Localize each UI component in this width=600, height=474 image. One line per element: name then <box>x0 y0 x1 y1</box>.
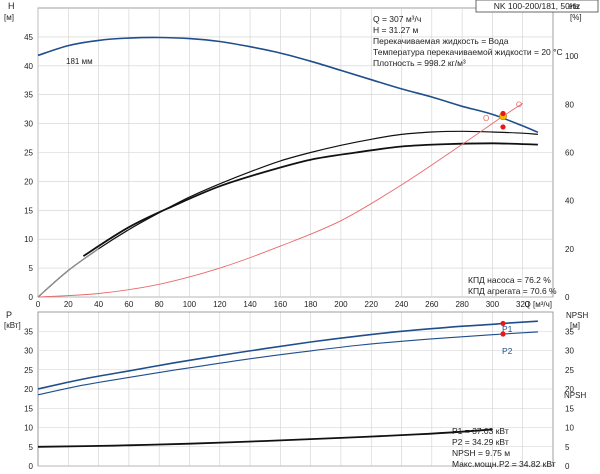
y2-tick-label: 100 <box>565 52 579 61</box>
axes: 0 20 40 60 80 100 120 140 160 180 200 220 240 260 280 3… <box>24 33 579 471</box>
p-tick-label: 30 <box>24 347 33 356</box>
y-tick-label: 10 <box>24 235 33 244</box>
p-tick-label: 35 <box>24 327 33 336</box>
efficiency-duty-point <box>500 124 506 130</box>
aggregate-efficiency-note: КПД агрегата = 70.6 % <box>468 286 557 296</box>
x-tick-label: 20 <box>64 300 73 309</box>
y2-tick-label: 0 <box>565 293 570 302</box>
x-tick-label: 220 <box>365 300 379 309</box>
max-power-note: Макс.мощн.P2 = 34.82 кВт <box>452 459 556 469</box>
y2-tick-label: 80 <box>565 100 574 109</box>
p2-note: P2 = 34.29 кВт <box>452 437 509 447</box>
power-duty-point <box>500 320 506 327</box>
efficiency-duty-point <box>500 110 506 117</box>
p-tick-label: 10 <box>24 424 33 433</box>
info-line-4: Температура перекачиваемой жидкости = 20… <box>373 47 563 57</box>
points <box>499 101 522 337</box>
info-line-3: Перекачиваемая жидкость = Вода <box>373 36 509 46</box>
x-tick-label: 180 <box>304 300 318 309</box>
y-right-unit-bottom: [м] <box>570 321 580 330</box>
x-tick-label: 260 <box>425 300 439 309</box>
npsh-axis-label: NPSH <box>564 391 586 400</box>
npsh-tick-label: 5 <box>565 443 570 452</box>
npsh-note: NPSH = 9.75 м <box>452 448 510 458</box>
info-line-1: Q = 307 м³/ч <box>373 14 421 24</box>
y-left-label-bottom: P <box>6 310 12 320</box>
power-duty-point <box>500 331 506 337</box>
y2-tick-label: 60 <box>565 149 574 158</box>
x-tick-label: 60 <box>124 300 133 309</box>
info-line-5: Плотность = 998.2 кг/м³ <box>373 58 466 68</box>
series-line-system <box>37 103 523 298</box>
chart-title: NK 100-200/181, 50Hz <box>494 1 580 11</box>
series-line-NPSH <box>37 428 493 448</box>
npsh-tick-label: 15 <box>565 404 574 413</box>
npsh-tick-label: 20 <box>565 385 574 394</box>
y-tick-label: 25 <box>24 149 33 158</box>
p-tick-label: 5 <box>29 443 34 452</box>
x-tick-label: 80 <box>155 300 164 309</box>
series-line-P2 <box>37 331 538 396</box>
y-tick-label: 45 <box>24 33 33 42</box>
eta-origin-segment <box>37 248 99 298</box>
y2-tick-label: 40 <box>565 197 574 206</box>
series-line-181-мм <box>37 36 539 134</box>
y-tick-label: 35 <box>24 91 33 100</box>
x-tick-label: 140 <box>243 300 257 309</box>
y-tick-label: 20 <box>24 177 33 186</box>
y-left-label-top: H <box>8 1 15 11</box>
npsh-tick-label: 0 <box>565 462 570 471</box>
npsh-tick-label: 10 <box>565 424 574 433</box>
y-tick-label: 30 <box>24 120 33 129</box>
x-tick-label: 40 <box>94 300 103 309</box>
system-curve-end-marker <box>516 101 522 108</box>
p-tick-label: 15 <box>24 404 33 413</box>
y-tick-label: 5 <box>29 264 34 273</box>
y-left-unit-top: [м] <box>4 13 14 22</box>
p-tick-label: 20 <box>24 385 33 394</box>
x-tick-label: 0 <box>36 300 41 309</box>
x-tick-label: 200 <box>334 300 348 309</box>
impeller-curve-label: 181 мм <box>66 57 93 66</box>
x-tick-label: 100 <box>183 300 197 309</box>
info-line-2: H = 31.27 м <box>373 25 418 35</box>
x-tick-label: 240 <box>395 300 409 309</box>
x-tick-label: 120 <box>213 300 227 309</box>
p1-curve-label: P1 <box>502 324 513 334</box>
series <box>37 36 539 448</box>
npsh-tick-label: 35 <box>565 327 574 336</box>
pump-efficiency-note: КПД насоса = 76.2 % <box>468 275 551 285</box>
y-right-label-top: eta <box>568 2 580 11</box>
y-tick-label: 0 <box>29 293 34 302</box>
p1-note: P1 = 37.03 кВт <box>452 426 509 436</box>
y-right-label-bottom: NPSH <box>566 311 588 320</box>
x-tick-label: 300 <box>486 300 500 309</box>
npsh-tick-label: 30 <box>565 347 574 356</box>
y-tick-label: 40 <box>24 62 33 71</box>
p-tick-label: 25 <box>24 366 33 375</box>
system-curve-end-label: O <box>483 114 489 123</box>
npsh-tick-label: 25 <box>565 366 574 375</box>
y-right-unit-top: [%] <box>570 13 582 22</box>
y-tick-label: 15 <box>24 206 33 215</box>
x-tick-label: 160 <box>274 300 288 309</box>
p-tick-label: 0 <box>29 462 34 471</box>
p2-curve-label: P2 <box>502 346 513 356</box>
x-axis-label: Q [м³/ч] <box>525 300 552 309</box>
title-box <box>475 0 599 13</box>
grid <box>37 7 554 467</box>
y-left-unit-bottom: [кВт] <box>4 321 21 330</box>
series-line-P1 <box>37 320 538 390</box>
x-tick-label: 320 <box>516 300 530 309</box>
series-line-eta <box>37 130 538 298</box>
series-line-eta_aggregate <box>82 142 538 257</box>
y2-tick-label: 20 <box>565 245 574 254</box>
x-tick-label: 280 <box>455 300 469 309</box>
